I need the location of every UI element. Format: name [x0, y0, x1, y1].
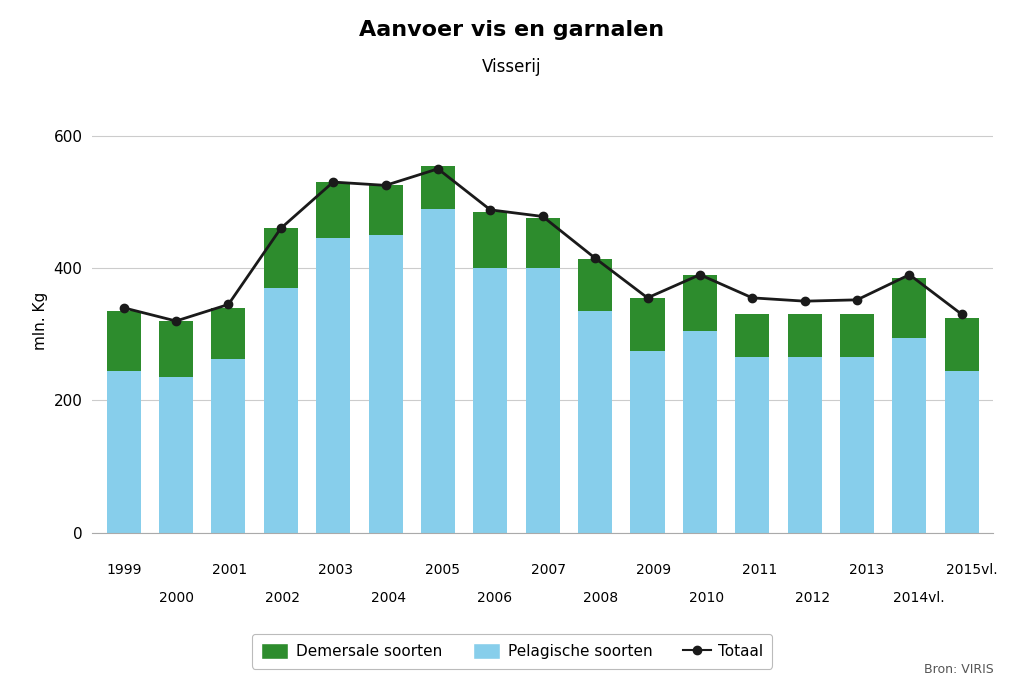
- Text: 2007: 2007: [530, 563, 565, 577]
- Text: 2000: 2000: [160, 591, 195, 604]
- Bar: [211, 359, 246, 533]
- Bar: [631, 298, 665, 351]
- Bar: [369, 235, 402, 533]
- Bar: [683, 275, 717, 331]
- Bar: [631, 351, 665, 533]
- Bar: [369, 185, 402, 235]
- Bar: [840, 314, 874, 357]
- Text: 2010: 2010: [689, 591, 725, 604]
- Bar: [525, 268, 560, 533]
- Bar: [421, 165, 455, 208]
- Bar: [264, 288, 298, 533]
- Bar: [893, 337, 927, 533]
- Text: 2013: 2013: [849, 563, 884, 577]
- Bar: [945, 371, 979, 533]
- Bar: [473, 268, 507, 533]
- Y-axis label: mln. Kg: mln. Kg: [33, 292, 48, 350]
- Text: 2015vl.: 2015vl.: [946, 563, 998, 577]
- Bar: [735, 357, 769, 533]
- Bar: [211, 308, 246, 359]
- Text: 2008: 2008: [584, 591, 618, 604]
- Text: 2004: 2004: [372, 591, 407, 604]
- Bar: [893, 278, 927, 337]
- Text: 2006: 2006: [477, 591, 513, 604]
- Text: Aanvoer vis en garnalen: Aanvoer vis en garnalen: [359, 20, 665, 40]
- Text: 2005: 2005: [425, 563, 460, 577]
- Bar: [316, 182, 350, 238]
- Bar: [316, 238, 350, 533]
- Bar: [421, 208, 455, 533]
- Bar: [683, 331, 717, 533]
- Text: 2014vl.: 2014vl.: [893, 591, 945, 604]
- Bar: [787, 314, 821, 357]
- Text: Bron: VIRIS: Bron: VIRIS: [924, 663, 993, 676]
- Bar: [264, 228, 298, 288]
- Text: 2009: 2009: [637, 563, 672, 577]
- Text: Visserij: Visserij: [482, 58, 542, 76]
- Bar: [525, 219, 560, 268]
- Bar: [840, 357, 874, 533]
- Bar: [579, 260, 612, 311]
- Bar: [106, 311, 140, 371]
- Bar: [787, 357, 821, 533]
- Bar: [735, 314, 769, 357]
- Legend: Demersale soorten, Pelagische soorten, Totaal: Demersale soorten, Pelagische soorten, T…: [252, 635, 772, 669]
- Text: 2011: 2011: [742, 563, 777, 577]
- Bar: [106, 371, 140, 533]
- Text: 1999: 1999: [106, 563, 141, 577]
- Text: 2002: 2002: [265, 591, 300, 604]
- Text: 2001: 2001: [212, 563, 248, 577]
- Bar: [159, 377, 193, 533]
- Bar: [579, 311, 612, 533]
- Bar: [473, 212, 507, 268]
- Bar: [945, 318, 979, 371]
- Text: 2003: 2003: [318, 563, 353, 577]
- Text: 2012: 2012: [796, 591, 830, 604]
- Bar: [159, 321, 193, 377]
